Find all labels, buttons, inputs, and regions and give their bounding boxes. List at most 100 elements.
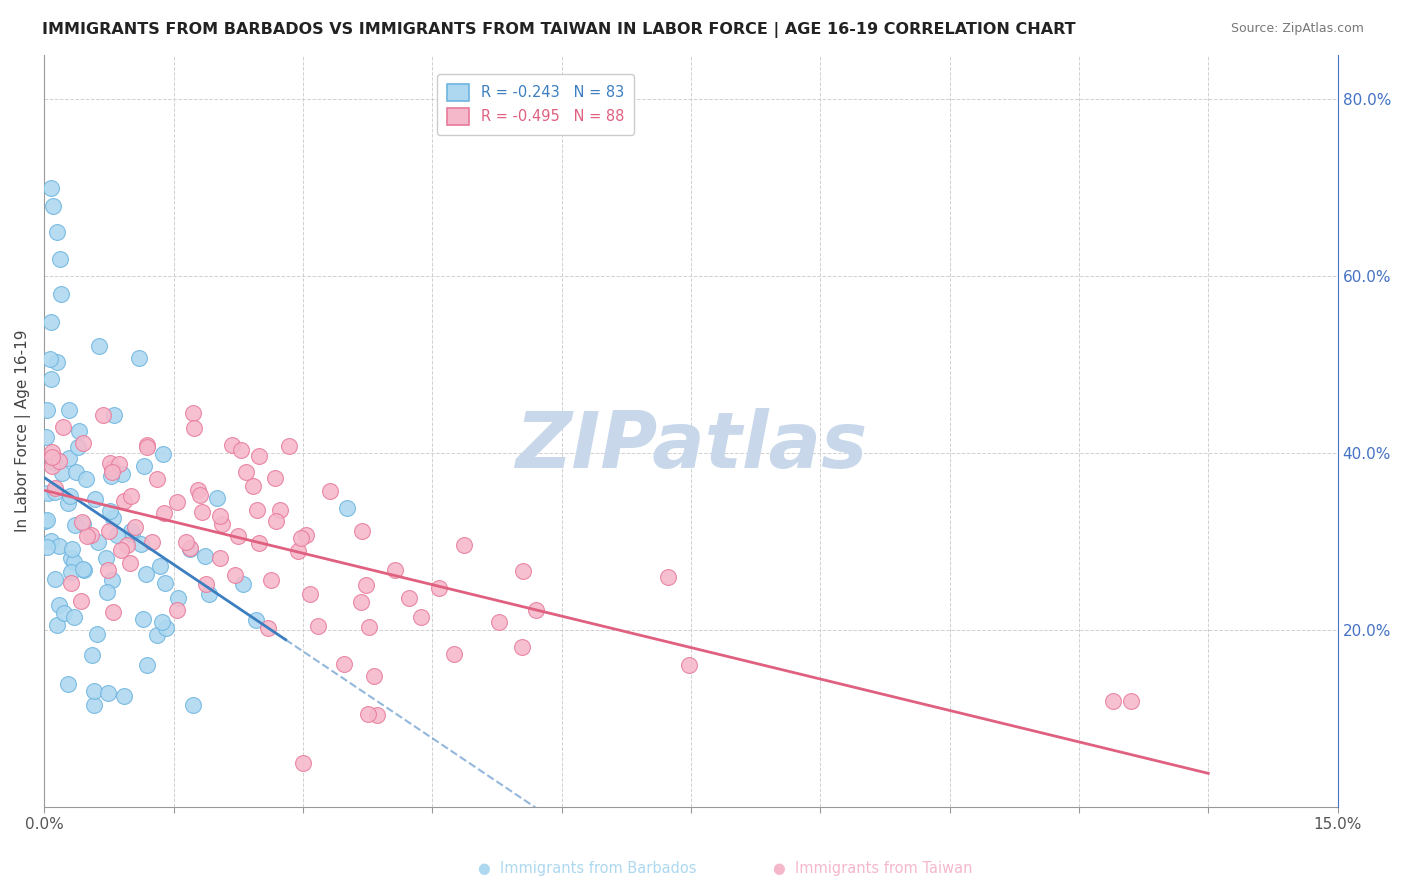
Point	[98, 456, 121, 470]
Point	[183, 421, 205, 435]
Point	[153, 575, 176, 590]
Point	[39, 534, 62, 549]
Point	[141, 535, 163, 549]
Point	[97, 524, 120, 538]
Point	[278, 439, 301, 453]
Point	[98, 503, 121, 517]
Point	[179, 541, 201, 556]
Point	[333, 657, 356, 672]
Point	[257, 621, 280, 635]
Point	[287, 543, 309, 558]
Point	[260, 573, 283, 587]
Point	[136, 440, 159, 454]
Point	[132, 612, 155, 626]
Point	[86, 627, 108, 641]
Point	[103, 408, 125, 422]
Point	[146, 628, 169, 642]
Legend: R = -0.243   N = 83, R = -0.495   N = 88: R = -0.243 N = 83, R = -0.495 N = 88	[437, 74, 634, 135]
Point	[166, 495, 188, 509]
Point	[357, 707, 380, 722]
Point	[70, 593, 93, 607]
Point	[87, 535, 110, 549]
Point	[66, 441, 89, 455]
Point	[107, 457, 129, 471]
Point	[84, 491, 107, 506]
Point	[103, 511, 125, 525]
Point	[174, 535, 197, 549]
Point	[48, 598, 70, 612]
Point	[34, 514, 56, 528]
Point	[1102, 694, 1125, 708]
Point	[39, 352, 62, 367]
Point	[290, 532, 312, 546]
Point	[232, 576, 254, 591]
Point	[181, 406, 204, 420]
Point	[427, 582, 450, 596]
Point	[453, 538, 475, 552]
Point	[149, 559, 172, 574]
Point	[63, 518, 86, 533]
Point	[110, 542, 132, 557]
Point	[80, 648, 103, 662]
Point	[110, 467, 132, 481]
Point	[152, 506, 174, 520]
Text: ●  Immigrants from Barbados: ● Immigrants from Barbados	[478, 861, 696, 876]
Y-axis label: In Labor Force | Age 16-19: In Labor Force | Age 16-19	[15, 330, 31, 533]
Point	[67, 424, 90, 438]
Point	[87, 339, 110, 353]
Point	[354, 578, 377, 592]
Point	[65, 465, 87, 479]
Point	[179, 541, 201, 556]
Point	[129, 536, 152, 550]
Point	[59, 550, 82, 565]
Point	[205, 491, 228, 505]
Point	[72, 435, 94, 450]
Point	[1119, 694, 1142, 708]
Point	[307, 619, 329, 633]
Point	[295, 527, 318, 541]
Point	[229, 443, 252, 458]
Point	[51, 287, 73, 301]
Point	[70, 515, 93, 529]
Point	[350, 594, 373, 608]
Point	[336, 500, 359, 515]
Point	[72, 562, 94, 576]
Point	[101, 574, 124, 588]
Point	[56, 676, 79, 690]
Point	[44, 485, 66, 500]
Point	[188, 488, 211, 502]
Point	[155, 621, 177, 635]
Point	[524, 603, 547, 617]
Point	[366, 708, 388, 723]
Point	[96, 584, 118, 599]
Point	[235, 465, 257, 479]
Point	[120, 489, 142, 503]
Point	[42, 198, 65, 212]
Point	[359, 619, 381, 633]
Point	[58, 450, 80, 465]
Point	[208, 551, 231, 566]
Point	[62, 609, 84, 624]
Text: ZIPatlas: ZIPatlas	[515, 409, 868, 484]
Point	[41, 458, 63, 473]
Point	[319, 483, 342, 498]
Point	[58, 496, 80, 510]
Point	[100, 469, 122, 483]
Point	[45, 618, 67, 632]
Point	[246, 503, 269, 517]
Point	[59, 489, 82, 503]
Text: Source: ZipAtlas.com: Source: ZipAtlas.com	[1230, 22, 1364, 36]
Point	[52, 419, 75, 434]
Point	[208, 509, 231, 524]
Point	[97, 686, 120, 700]
Point	[512, 640, 534, 655]
Point	[128, 351, 150, 365]
Point	[39, 181, 62, 195]
Point	[48, 539, 70, 553]
Point	[167, 591, 190, 605]
Point	[512, 564, 534, 578]
Point	[53, 606, 76, 620]
Point	[298, 587, 321, 601]
Point	[121, 527, 143, 541]
Point	[187, 483, 209, 497]
